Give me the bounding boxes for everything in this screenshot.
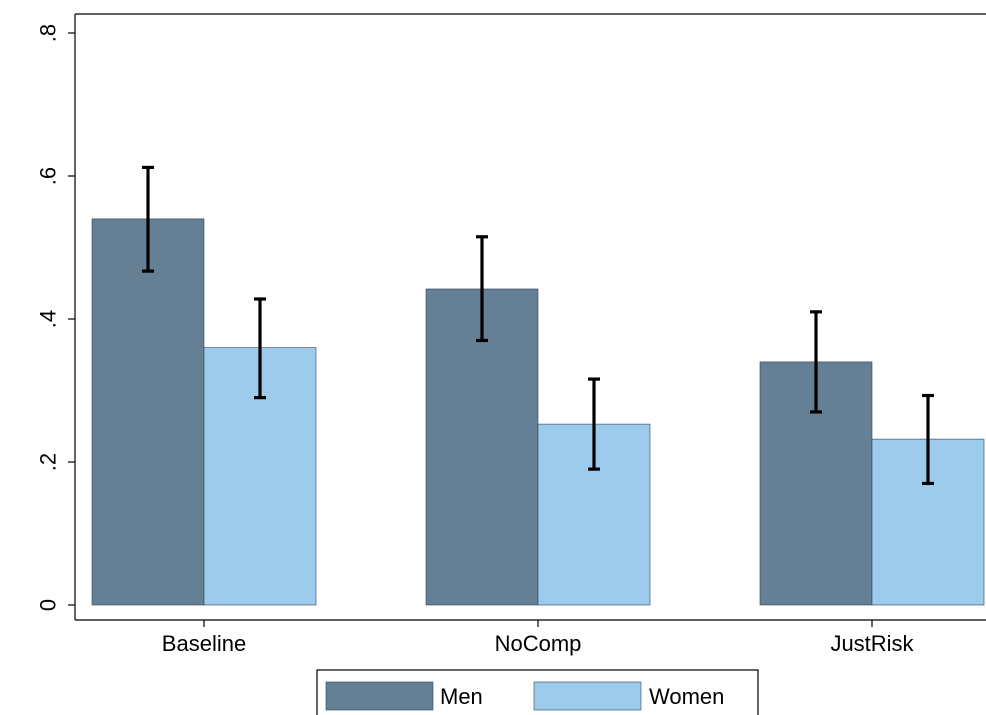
error-bars	[142, 165, 934, 486]
x-tick-label: NoComp	[495, 631, 582, 656]
error-bar-men-baseline	[142, 165, 154, 273]
y-axis-ticks: 0 .2 .4 .6 .8	[36, 24, 75, 611]
bar-men-baseline	[91, 218, 205, 606]
y-tick-label: .6	[36, 167, 61, 185]
bar-marks	[91, 218, 985, 606]
error-bar-men-justrisk	[810, 310, 822, 414]
x-axis-ticks: Baseline NoComp JustRisk	[162, 620, 915, 656]
legend-label: Women	[649, 684, 724, 709]
y-tick-label: .8	[36, 24, 61, 42]
y-tick-label: .2	[36, 453, 61, 471]
x-tick-label: Baseline	[162, 631, 246, 656]
error-bar-women-baseline	[254, 297, 266, 400]
error-bar-women-nocomp	[588, 377, 600, 471]
y-tick-label: 0	[36, 599, 61, 611]
legend-swatch	[325, 681, 434, 711]
legend: Men Women	[316, 669, 759, 715]
x-tick-label: JustRisk	[830, 631, 914, 656]
legend-swatch	[533, 681, 642, 711]
error-bar-men-nocomp	[476, 235, 488, 343]
error-bar-women-justrisk	[922, 393, 934, 486]
legend-label: Men	[440, 684, 483, 709]
legend-items: Men Women	[325, 681, 724, 711]
legend-item-men: Men	[325, 681, 483, 711]
plot-region: 0 .2 .4 .6 .8 Baseline NoComp JustRisk	[36, 13, 986, 656]
y-tick-label: .4	[36, 310, 61, 328]
legend-item-women: Women	[533, 681, 724, 711]
